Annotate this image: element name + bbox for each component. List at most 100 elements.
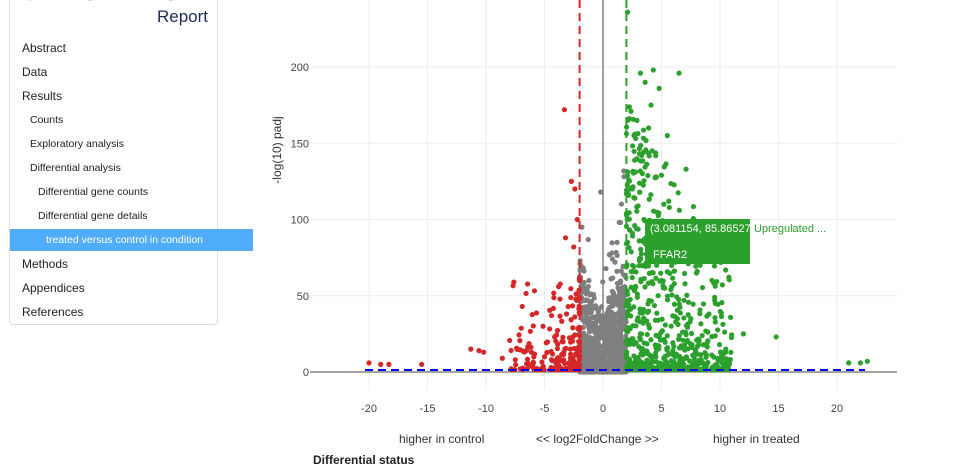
tooltip-series: Upregulated ...: [754, 223, 826, 235]
data-point: [642, 284, 648, 290]
sidebar-item-differential-analysis[interactable]: Differential analysis: [30, 162, 121, 174]
data-point: [646, 125, 652, 131]
data-point: [693, 270, 700, 276]
data-point: [512, 357, 518, 363]
data-point: [712, 300, 718, 306]
data-point: [697, 307, 703, 313]
data-point: [530, 323, 536, 329]
data-point: [468, 346, 474, 352]
data-point: [634, 156, 640, 162]
data-point: [623, 124, 630, 130]
data-point: [548, 364, 554, 371]
data-point: [528, 344, 534, 350]
data-point: [530, 361, 536, 367]
data-point: [846, 360, 852, 366]
data-point: [618, 292, 624, 298]
data-point: [587, 338, 593, 344]
data-point: [727, 314, 734, 320]
data-point: [656, 334, 662, 340]
data-point: [637, 189, 643, 195]
data-point: [561, 107, 567, 113]
data-point: [612, 259, 618, 265]
data-point: [728, 349, 734, 355]
data-point: [712, 319, 718, 325]
data-point: [523, 361, 530, 367]
data-point: [724, 367, 731, 373]
data-point: [573, 351, 579, 357]
data-point: [572, 314, 578, 320]
data-point: [606, 337, 612, 343]
data-point: [540, 323, 546, 329]
data-point: [528, 349, 535, 355]
data-point: [569, 303, 576, 309]
data-point: [623, 319, 629, 325]
data-point: [635, 130, 641, 137]
data-point: [705, 329, 711, 335]
data-point: [611, 317, 617, 324]
data-point: [662, 285, 668, 291]
data-point: [559, 338, 565, 345]
data-point: [693, 263, 699, 269]
data-point: [719, 352, 725, 358]
data-point: [663, 161, 669, 167]
sidebar-item-abstract[interactable]: Abstract: [22, 41, 67, 55]
sidebar-item-counts[interactable]: Counts: [30, 114, 64, 126]
sidebar-item-differential-gene-counts[interactable]: Differential gene counts: [38, 186, 149, 198]
x-tick-label: 10: [714, 403, 726, 415]
data-point: [549, 351, 556, 357]
x-tick-label: -20: [361, 403, 377, 415]
data-point: [634, 208, 640, 214]
data-point: [590, 315, 596, 321]
data-point: [664, 133, 670, 139]
data-point: [864, 358, 871, 364]
data-point: [628, 313, 634, 319]
data-point: [645, 172, 651, 179]
data-point: [712, 364, 719, 370]
data-point: [609, 240, 615, 246]
data-point: [715, 327, 721, 333]
data-point: [654, 310, 660, 316]
data-point: [653, 153, 659, 159]
caption-log2foldchange: << log2FoldChange >>: [536, 432, 659, 446]
data-point: [561, 357, 567, 363]
data-point: [614, 239, 620, 245]
data-point: [599, 362, 605, 368]
data-point: [565, 303, 571, 310]
data-point: [568, 286, 574, 292]
data-point: [544, 349, 550, 356]
data-point: [579, 316, 585, 323]
data-point: [643, 137, 649, 144]
data-point: [589, 327, 595, 334]
tooltip-gene: FFAR2: [653, 249, 687, 261]
data-point: [675, 190, 681, 196]
sidebar-item-appendices[interactable]: Appendices: [22, 281, 85, 295]
data-point: [514, 345, 520, 351]
data-point: [646, 196, 652, 202]
data-point: [681, 361, 687, 367]
data-point: [674, 294, 680, 300]
data-point: [637, 306, 643, 312]
data-point: [723, 346, 729, 352]
data-point: [704, 344, 710, 350]
data-point: [547, 326, 553, 332]
data-point: [626, 192, 632, 198]
data-point: [563, 311, 570, 317]
sidebar-item-data[interactable]: Data: [22, 65, 48, 79]
legend-title: Differential status: [313, 453, 415, 467]
data-point: [682, 347, 688, 353]
sidebar-item-exploratory-analysis[interactable]: Exploratory analysis: [30, 138, 124, 150]
data-point: [671, 359, 677, 365]
sidebar-item-differential-gene-details[interactable]: Differential gene details: [38, 210, 148, 222]
data-point: [598, 304, 605, 310]
sidebar-item-treated-versus-control-in-condition[interactable]: treated versus control in condition: [10, 229, 253, 251]
x-tick-label: 15: [772, 403, 784, 415]
data-point: [638, 331, 645, 337]
data-point: [699, 332, 705, 339]
y-axis-label: -log(10) padj: [270, 116, 284, 183]
sidebar-item-references[interactable]: References: [22, 305, 84, 319]
data-point: [614, 252, 620, 258]
data-point: [608, 363, 615, 369]
sidebar-item-results[interactable]: Results: [22, 89, 63, 103]
sidebar-item-methods[interactable]: Methods: [22, 257, 69, 271]
